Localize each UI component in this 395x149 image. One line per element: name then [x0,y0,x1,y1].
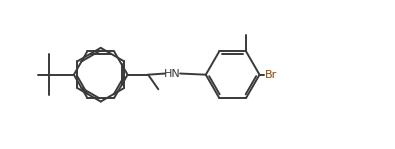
Text: Br: Br [265,70,277,80]
Text: HN: HN [164,69,181,79]
